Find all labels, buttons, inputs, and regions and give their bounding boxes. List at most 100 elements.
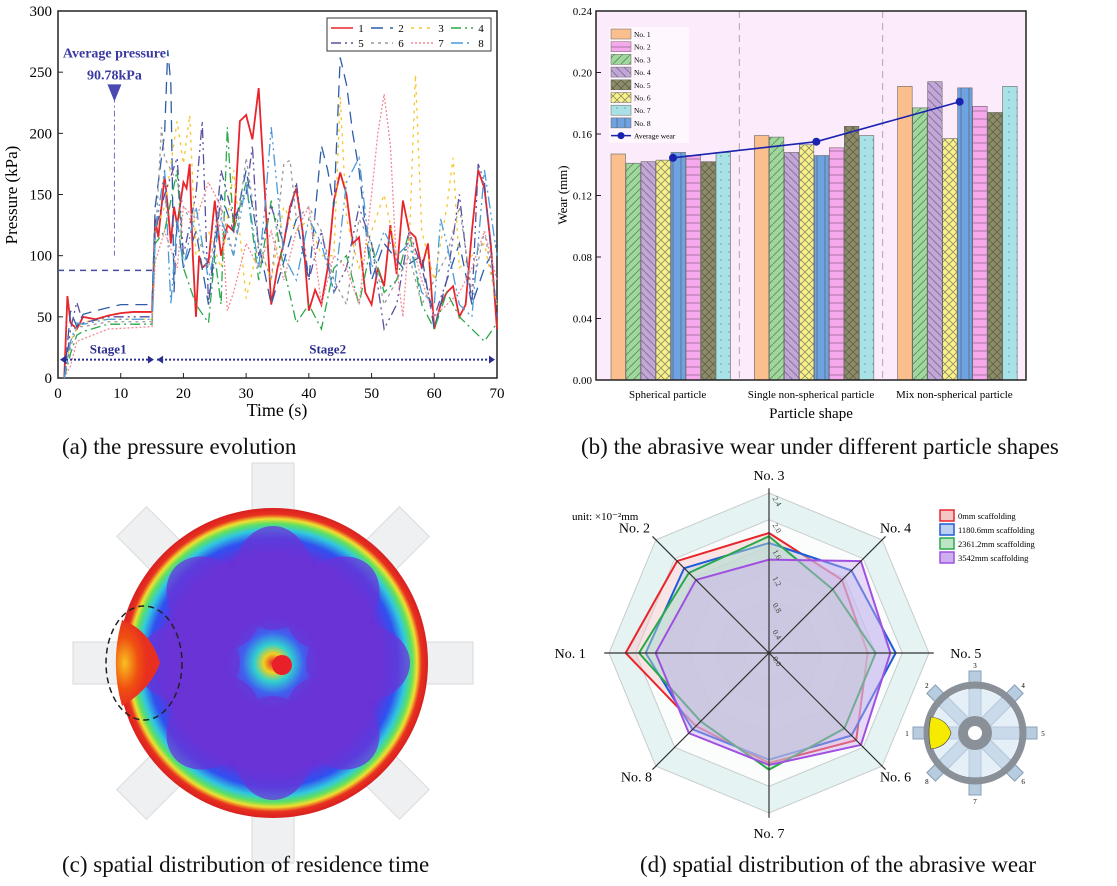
legend-swatch — [939, 523, 955, 536]
bar-no4 — [640, 161, 656, 381]
y-tick-label: 300 — [30, 4, 53, 20]
axis-label: No. 4 — [880, 521, 911, 536]
caption-d: (d) spatial distribution of the abrasive… — [640, 852, 1036, 877]
inset-label: 5 — [1041, 730, 1045, 738]
bar-no8 — [670, 152, 686, 381]
radial-tick-label: 0.8 — [771, 601, 784, 614]
unit-label: unit: ×10⁻²mm — [572, 511, 639, 523]
x-axis-label: Particle shape — [769, 406, 853, 422]
inset-highlight — [928, 716, 952, 750]
axis-label: No. 2 — [619, 521, 650, 536]
legend-label: No. 6 — [634, 94, 651, 103]
highlight-ellipse — [105, 605, 183, 721]
legend-label-6: 6 — [398, 38, 404, 50]
radial-tick-label: 0.0 — [771, 655, 784, 668]
series-line-8 — [63, 127, 498, 379]
legend-swatch — [610, 92, 632, 103]
legend-label: No. 3 — [634, 55, 651, 64]
radial-tick-label: 0.4 — [771, 628, 784, 641]
x-tick-label: 70 — [490, 386, 505, 402]
legend-label: 2361.2mm scaffolding — [958, 539, 1036, 549]
series-line-7 — [63, 94, 498, 379]
x-tick-label: Spherical particle — [629, 389, 706, 401]
center-hotspot — [272, 655, 292, 675]
average-wear-point — [812, 137, 821, 146]
series-line-3 — [63, 74, 498, 379]
bar-no7 — [715, 152, 731, 381]
legend-label-7: 7 — [438, 38, 444, 50]
legend-label: No. 5 — [634, 81, 651, 90]
arrowhead-icon — [489, 355, 495, 364]
radar-axis — [768, 536, 886, 654]
inset-label: 3 — [973, 662, 977, 670]
hot-zone — [115, 620, 160, 706]
y-tick-label: 0 — [45, 371, 53, 387]
legend-label: No. 2 — [634, 43, 651, 52]
legend-label: 3542mm scaffolding — [958, 553, 1029, 563]
arrowhead-icon — [60, 355, 66, 364]
bar-no5 — [700, 161, 716, 381]
bar-no6 — [942, 138, 958, 381]
y-tick-label: 0.08 — [573, 252, 593, 264]
legend-label: No. 7 — [634, 106, 651, 115]
bar-no2 — [829, 147, 845, 381]
x-tick-label: 50 — [364, 386, 379, 402]
legend-label: 1180.6mm scaffolding — [958, 525, 1035, 535]
bar-no8 — [814, 155, 830, 381]
inset-label: 1 — [905, 730, 909, 738]
x-tick-label: 10 — [113, 386, 128, 402]
radar-axis — [652, 652, 770, 770]
bar-no6 — [655, 159, 671, 381]
stage2-label: Stage2 — [309, 342, 346, 357]
bar-no7 — [1002, 86, 1018, 381]
y-tick-label: 250 — [30, 65, 53, 81]
legend-swatch — [610, 54, 632, 65]
legend-label: No. 1 — [634, 30, 651, 39]
bar-no3 — [769, 136, 785, 381]
bar-no5 — [844, 126, 860, 381]
legend-label: 0mm scaffolding — [958, 511, 1016, 521]
triangle-marker-icon — [107, 84, 122, 102]
pressure-chart: 0 10 20 30 40 50 60 70 0 50 100 150 200 250 300 Averag… — [2, 4, 505, 421]
average-pressure-value: 90.78kPa — [87, 69, 142, 84]
y-tick-label: 0.20 — [573, 68, 593, 80]
x-tick-label: 40 — [301, 386, 316, 402]
caption-c: (c) spatial distribution of residence ti… — [62, 852, 430, 877]
legend-swatch — [610, 104, 632, 116]
y-tick-label: 0.04 — [573, 314, 593, 326]
bar-no7 — [859, 135, 875, 381]
x-tick-label: 60 — [427, 386, 442, 402]
inset-label: 4 — [1021, 682, 1025, 690]
low-residence-lobe — [166, 556, 260, 650]
axis-label: No. 6 — [880, 771, 911, 786]
y-tick-label: 200 — [30, 126, 53, 142]
inset-label: 2 — [925, 682, 929, 690]
caption-a: (a) the pressure evolution — [62, 434, 297, 459]
legend-label-2: 2 — [398, 23, 404, 35]
bar-no3 — [625, 162, 641, 381]
bar-no3 — [912, 107, 928, 381]
y-tick-label: 0.16 — [573, 129, 593, 141]
bar-no1 — [610, 153, 626, 381]
residence-time-map — [72, 462, 474, 864]
legend-label-1: 1 — [358, 23, 364, 35]
stage1-label: Stage1 — [90, 342, 127, 357]
legend-swatch — [610, 28, 632, 40]
legend-label-8: 8 — [478, 38, 484, 50]
radial-tick-label: 1.2 — [771, 575, 784, 588]
series-line-4 — [63, 127, 498, 379]
average-wear-point — [955, 97, 964, 106]
axis-label: No. 3 — [753, 469, 784, 484]
x-tick-label: Mix non-spherical particle — [896, 389, 1013, 401]
caption-b: (b) the abrasive wear under different pa… — [581, 434, 1059, 459]
inset-label: 8 — [925, 778, 929, 786]
legend-swatch — [610, 66, 632, 78]
y-tick-label: 100 — [30, 249, 53, 265]
y-axis-label: Wear (mm) — [555, 165, 570, 224]
bar-no1 — [897, 86, 913, 381]
y-tick-label: 0.24 — [573, 6, 593, 18]
legend-swatch — [610, 79, 632, 91]
legend-label-3: 3 — [438, 23, 444, 35]
legend-label: No. 8 — [634, 119, 651, 128]
y-tick-label: 0.00 — [573, 375, 593, 387]
